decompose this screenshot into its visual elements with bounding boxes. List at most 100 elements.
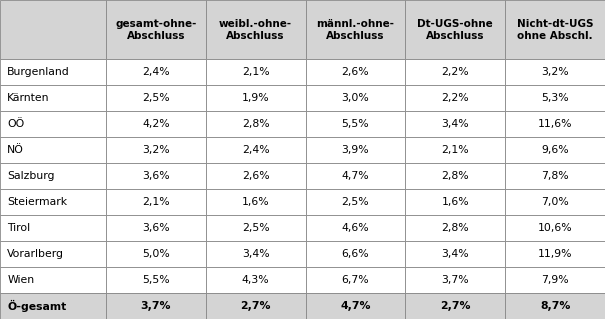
Bar <box>206 137 306 163</box>
Text: Salzburg: Salzburg <box>7 171 55 181</box>
Text: 2,5%: 2,5% <box>242 223 269 233</box>
Text: Tirol: Tirol <box>7 223 30 233</box>
Bar <box>206 0 306 59</box>
Bar <box>206 215 306 241</box>
Bar <box>505 85 605 111</box>
Text: männl.-ohne-
Abschluss: männl.-ohne- Abschluss <box>316 19 394 41</box>
Text: 2,4%: 2,4% <box>142 67 169 77</box>
Bar <box>0 163 106 189</box>
Bar <box>306 59 405 85</box>
Bar <box>405 163 505 189</box>
Text: Vorarlberg: Vorarlberg <box>7 249 64 259</box>
Text: 2,7%: 2,7% <box>240 301 271 311</box>
Text: gesamt-ohne-
Abschluss: gesamt-ohne- Abschluss <box>115 19 197 41</box>
Text: 2,6%: 2,6% <box>242 171 269 181</box>
Text: 4,2%: 4,2% <box>142 119 169 129</box>
Text: 2,8%: 2,8% <box>442 223 469 233</box>
Bar <box>405 189 505 215</box>
Bar <box>0 215 106 241</box>
Text: 3,2%: 3,2% <box>142 145 169 155</box>
Bar <box>306 189 405 215</box>
Bar <box>0 267 106 293</box>
Text: 3,0%: 3,0% <box>342 93 369 103</box>
Bar <box>0 189 106 215</box>
Bar <box>306 241 405 267</box>
Text: 2,4%: 2,4% <box>242 145 269 155</box>
Bar <box>206 267 306 293</box>
Bar <box>505 59 605 85</box>
Text: 3,4%: 3,4% <box>442 119 469 129</box>
Text: 1,9%: 1,9% <box>242 93 269 103</box>
Bar <box>106 215 206 241</box>
Text: 9,6%: 9,6% <box>541 145 569 155</box>
Bar <box>106 137 206 163</box>
Bar <box>505 163 605 189</box>
Bar <box>505 111 605 137</box>
Text: 4,7%: 4,7% <box>342 171 369 181</box>
Text: 11,9%: 11,9% <box>538 249 572 259</box>
Bar <box>106 111 206 137</box>
Bar <box>206 85 306 111</box>
Bar <box>0 241 106 267</box>
Bar <box>206 59 306 85</box>
Text: 6,6%: 6,6% <box>342 249 369 259</box>
Text: 3,7%: 3,7% <box>140 301 171 311</box>
Text: 2,5%: 2,5% <box>142 93 169 103</box>
Text: 3,6%: 3,6% <box>142 223 169 233</box>
Text: 11,6%: 11,6% <box>538 119 572 129</box>
Bar <box>106 0 206 59</box>
Bar <box>405 0 505 59</box>
Bar <box>405 267 505 293</box>
Text: Nicht-dt-UGS
ohne Abschl.: Nicht-dt-UGS ohne Abschl. <box>517 19 594 41</box>
Bar <box>306 111 405 137</box>
Bar <box>206 293 306 319</box>
Text: 3,4%: 3,4% <box>242 249 269 259</box>
Text: 2,7%: 2,7% <box>440 301 471 311</box>
Bar <box>206 111 306 137</box>
Bar <box>206 163 306 189</box>
Text: Ö-gesamt: Ö-gesamt <box>7 300 67 312</box>
Bar <box>106 267 206 293</box>
Bar <box>505 267 605 293</box>
Text: 1,6%: 1,6% <box>242 197 269 207</box>
Bar <box>306 0 405 59</box>
Text: Burgenland: Burgenland <box>7 67 70 77</box>
Text: 4,6%: 4,6% <box>342 223 369 233</box>
Text: 1,6%: 1,6% <box>442 197 469 207</box>
Bar <box>306 267 405 293</box>
Text: 2,1%: 2,1% <box>442 145 469 155</box>
Text: 5,0%: 5,0% <box>142 249 169 259</box>
Text: 2,1%: 2,1% <box>242 67 269 77</box>
Text: 2,2%: 2,2% <box>442 93 469 103</box>
Text: 6,7%: 6,7% <box>342 275 369 285</box>
Bar <box>505 189 605 215</box>
Text: 5,5%: 5,5% <box>342 119 369 129</box>
Bar <box>0 85 106 111</box>
Text: 2,6%: 2,6% <box>342 67 369 77</box>
Text: 2,2%: 2,2% <box>442 67 469 77</box>
Text: 2,1%: 2,1% <box>142 197 169 207</box>
Bar <box>405 137 505 163</box>
Text: Wien: Wien <box>7 275 34 285</box>
Text: Steiermark: Steiermark <box>7 197 67 207</box>
Text: 7,0%: 7,0% <box>541 197 569 207</box>
Bar <box>106 59 206 85</box>
Text: NÖ: NÖ <box>7 145 24 155</box>
Bar <box>106 293 206 319</box>
Bar <box>206 241 306 267</box>
Text: 5,3%: 5,3% <box>541 93 569 103</box>
Bar <box>306 85 405 111</box>
Bar <box>0 137 106 163</box>
Text: 3,7%: 3,7% <box>442 275 469 285</box>
Text: 3,9%: 3,9% <box>342 145 369 155</box>
Bar <box>405 85 505 111</box>
Text: 2,8%: 2,8% <box>442 171 469 181</box>
Bar <box>405 215 505 241</box>
Text: 2,8%: 2,8% <box>242 119 269 129</box>
Bar <box>405 293 505 319</box>
Bar <box>505 0 605 59</box>
Bar <box>0 59 106 85</box>
Text: 4,7%: 4,7% <box>340 301 371 311</box>
Text: Kärnten: Kärnten <box>7 93 50 103</box>
Text: 3,2%: 3,2% <box>541 67 569 77</box>
